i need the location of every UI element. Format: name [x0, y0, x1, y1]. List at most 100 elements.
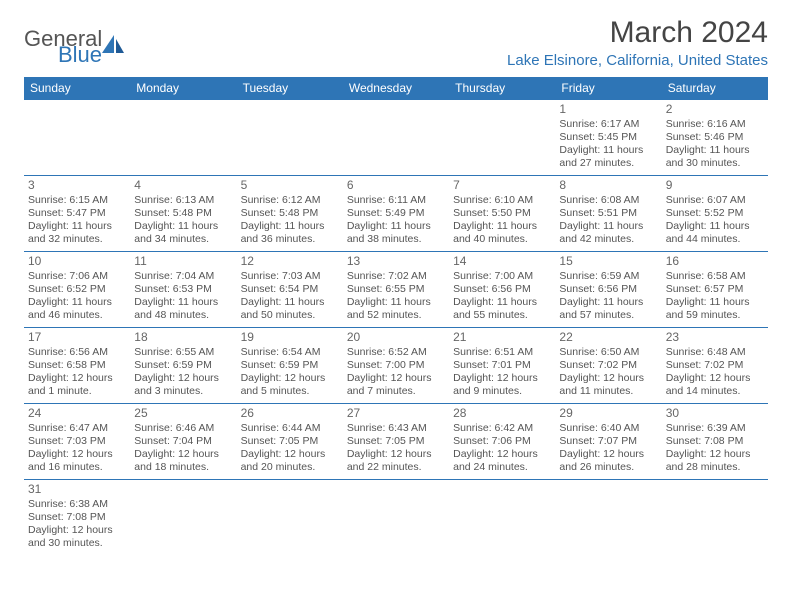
daylight-text: and 42 minutes. — [559, 233, 657, 246]
day-number: 8 — [559, 178, 657, 193]
sunset-text: Sunset: 7:07 PM — [559, 435, 657, 448]
calendar-cell: 2Sunrise: 6:16 AMSunset: 5:46 PMDaylight… — [662, 100, 768, 176]
sunset-text: Sunset: 7:05 PM — [347, 435, 445, 448]
daylight-text: and 14 minutes. — [666, 385, 764, 398]
sunrise-text: Sunrise: 6:51 AM — [453, 346, 551, 359]
calendar-cell: 8Sunrise: 6:08 AMSunset: 5:51 PMDaylight… — [555, 176, 661, 252]
sunrise-text: Sunrise: 7:06 AM — [28, 270, 126, 283]
day-number: 18 — [134, 330, 232, 345]
daylight-text: Daylight: 12 hours — [453, 372, 551, 385]
sunset-text: Sunset: 5:49 PM — [347, 207, 445, 220]
sunset-text: Sunset: 6:59 PM — [241, 359, 339, 372]
daylight-text: Daylight: 11 hours — [28, 296, 126, 309]
daylight-text: Daylight: 11 hours — [453, 296, 551, 309]
sunset-text: Sunset: 6:53 PM — [134, 283, 232, 296]
calendar-cell: 29Sunrise: 6:40 AMSunset: 7:07 PMDayligh… — [555, 404, 661, 480]
daylight-text: Daylight: 11 hours — [134, 220, 232, 233]
day-number: 28 — [453, 406, 551, 421]
sunrise-text: Sunrise: 6:11 AM — [347, 194, 445, 207]
day-number: 20 — [347, 330, 445, 345]
sunrise-text: Sunrise: 7:03 AM — [241, 270, 339, 283]
daylight-text: and 57 minutes. — [559, 309, 657, 322]
calendar-cell: 17Sunrise: 6:56 AMSunset: 6:58 PMDayligh… — [24, 328, 130, 404]
sunset-text: Sunset: 5:46 PM — [666, 131, 764, 144]
sunset-text: Sunset: 6:54 PM — [241, 283, 339, 296]
calendar-cell: 19Sunrise: 6:54 AMSunset: 6:59 PMDayligh… — [237, 328, 343, 404]
day-number: 22 — [559, 330, 657, 345]
daylight-text: and 27 minutes. — [559, 157, 657, 170]
calendar-body: 1Sunrise: 6:17 AMSunset: 5:45 PMDaylight… — [24, 100, 768, 556]
calendar-cell: 20Sunrise: 6:52 AMSunset: 7:00 PMDayligh… — [343, 328, 449, 404]
sunrise-text: Sunrise: 7:02 AM — [347, 270, 445, 283]
calendar-cell: 21Sunrise: 6:51 AMSunset: 7:01 PMDayligh… — [449, 328, 555, 404]
sunset-text: Sunset: 6:55 PM — [347, 283, 445, 296]
calendar-cell: 15Sunrise: 6:59 AMSunset: 6:56 PMDayligh… — [555, 252, 661, 328]
sunset-text: Sunset: 5:51 PM — [559, 207, 657, 220]
calendar-cell: 28Sunrise: 6:42 AMSunset: 7:06 PMDayligh… — [449, 404, 555, 480]
sunset-text: Sunset: 7:00 PM — [347, 359, 445, 372]
day-number: 25 — [134, 406, 232, 421]
day-number: 23 — [666, 330, 764, 345]
calendar-header-row: SundayMondayTuesdayWednesdayThursdayFrid… — [24, 77, 768, 100]
daylight-text: Daylight: 11 hours — [559, 296, 657, 309]
daylight-text: Daylight: 11 hours — [559, 220, 657, 233]
day-number: 27 — [347, 406, 445, 421]
calendar-cell: 23Sunrise: 6:48 AMSunset: 7:02 PMDayligh… — [662, 328, 768, 404]
column-header: Monday — [130, 77, 236, 100]
daylight-text: and 34 minutes. — [134, 233, 232, 246]
daylight-text: Daylight: 11 hours — [241, 220, 339, 233]
daylight-text: Daylight: 12 hours — [134, 372, 232, 385]
day-number: 4 — [134, 178, 232, 193]
sunset-text: Sunset: 7:08 PM — [666, 435, 764, 448]
day-number: 13 — [347, 254, 445, 269]
sunrise-text: Sunrise: 6:47 AM — [28, 422, 126, 435]
sunset-text: Sunset: 6:57 PM — [666, 283, 764, 296]
sunrise-text: Sunrise: 6:12 AM — [241, 194, 339, 207]
daylight-text: Daylight: 12 hours — [666, 448, 764, 461]
calendar-cell: 3Sunrise: 6:15 AMSunset: 5:47 PMDaylight… — [24, 176, 130, 252]
daylight-text: and 11 minutes. — [559, 385, 657, 398]
sunset-text: Sunset: 7:05 PM — [241, 435, 339, 448]
daylight-text: Daylight: 11 hours — [666, 296, 764, 309]
day-number: 6 — [347, 178, 445, 193]
column-header: Sunday — [24, 77, 130, 100]
daylight-text: and 36 minutes. — [241, 233, 339, 246]
sunset-text: Sunset: 6:58 PM — [28, 359, 126, 372]
column-header: Saturday — [662, 77, 768, 100]
column-header: Wednesday — [343, 77, 449, 100]
location-subtitle: Lake Elsinore, California, United States — [507, 52, 768, 69]
sunrise-text: Sunrise: 6:17 AM — [559, 118, 657, 131]
calendar-cell — [24, 100, 130, 176]
day-number: 15 — [559, 254, 657, 269]
calendar-cell: 30Sunrise: 6:39 AMSunset: 7:08 PMDayligh… — [662, 404, 768, 480]
day-number: 31 — [28, 482, 126, 497]
daylight-text: and 22 minutes. — [347, 461, 445, 474]
sunrise-text: Sunrise: 6:10 AM — [453, 194, 551, 207]
day-number: 3 — [28, 178, 126, 193]
sunset-text: Sunset: 7:02 PM — [559, 359, 657, 372]
daylight-text: Daylight: 12 hours — [241, 372, 339, 385]
page-title: March 2024 — [507, 16, 768, 50]
sunrise-text: Sunrise: 6:44 AM — [241, 422, 339, 435]
daylight-text: Daylight: 11 hours — [347, 296, 445, 309]
logo: General Blue — [24, 16, 126, 66]
sunset-text: Sunset: 5:48 PM — [134, 207, 232, 220]
calendar-cell — [343, 480, 449, 556]
daylight-text: Daylight: 11 hours — [347, 220, 445, 233]
daylight-text: and 1 minute. — [28, 385, 126, 398]
calendar-cell: 31Sunrise: 6:38 AMSunset: 7:08 PMDayligh… — [24, 480, 130, 556]
daylight-text: and 24 minutes. — [453, 461, 551, 474]
sunrise-text: Sunrise: 6:52 AM — [347, 346, 445, 359]
sunrise-text: Sunrise: 7:04 AM — [134, 270, 232, 283]
daylight-text: and 38 minutes. — [347, 233, 445, 246]
calendar-cell: 5Sunrise: 6:12 AMSunset: 5:48 PMDaylight… — [237, 176, 343, 252]
sunrise-text: Sunrise: 6:13 AM — [134, 194, 232, 207]
sunset-text: Sunset: 6:59 PM — [134, 359, 232, 372]
daylight-text: Daylight: 12 hours — [28, 524, 126, 537]
sunset-text: Sunset: 6:52 PM — [28, 283, 126, 296]
calendar-cell — [449, 480, 555, 556]
calendar-cell: 18Sunrise: 6:55 AMSunset: 6:59 PMDayligh… — [130, 328, 236, 404]
daylight-text: and 32 minutes. — [28, 233, 126, 246]
day-number: 26 — [241, 406, 339, 421]
calendar-cell: 11Sunrise: 7:04 AMSunset: 6:53 PMDayligh… — [130, 252, 236, 328]
